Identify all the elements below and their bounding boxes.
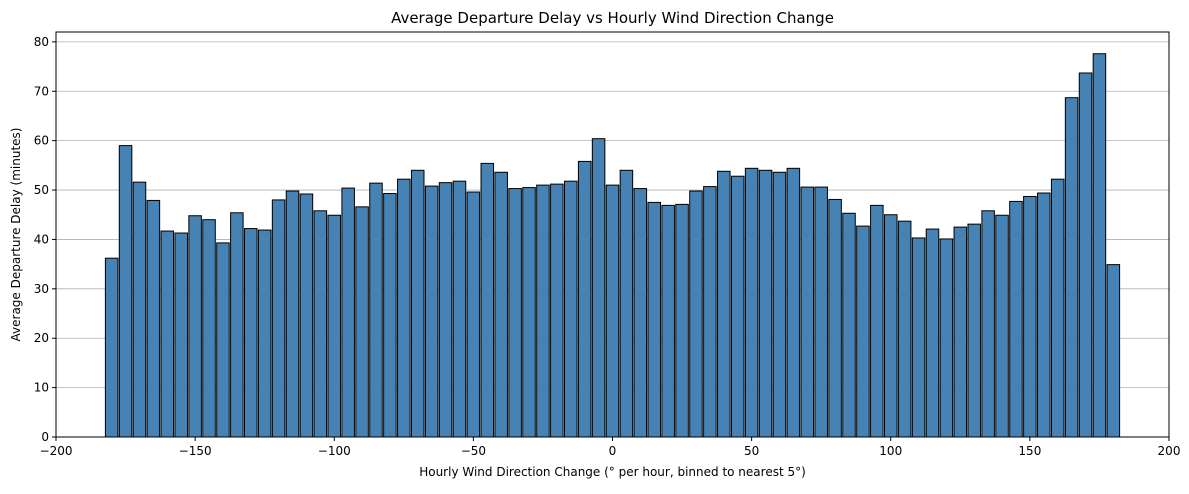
bar: [564, 180, 578, 438]
bar: [369, 182, 383, 438]
bar: [744, 167, 759, 438]
bar: [438, 182, 453, 438]
y-tick-label: 10: [34, 381, 49, 395]
bar: [633, 188, 648, 438]
bars: [104, 53, 1121, 438]
bar: [452, 180, 467, 438]
y-axis-label: Average Departure Delay (minutes): [9, 128, 23, 342]
bar: [814, 186, 828, 438]
bar: [494, 171, 508, 438]
bar: [758, 169, 773, 438]
y-axis-ticks: 0 10 20 30 40 50 60 70 80: [34, 35, 56, 444]
bar: [1050, 178, 1065, 438]
bar: [188, 215, 202, 438]
bar: [925, 228, 940, 438]
bar: [967, 223, 981, 438]
bar: [174, 232, 188, 438]
y-tick-label: 50: [34, 183, 49, 197]
bar: [522, 187, 536, 438]
bar: [536, 184, 550, 438]
bar: [953, 226, 968, 438]
bar: [883, 214, 898, 438]
bar: [355, 206, 369, 438]
bar: [675, 203, 689, 438]
bar: [772, 171, 787, 438]
bar: [132, 181, 147, 438]
bar: [118, 145, 133, 438]
x-tick-label: −50: [461, 444, 486, 458]
x-tick-label: −100: [318, 444, 351, 458]
bar: [230, 212, 244, 438]
bar: [313, 210, 328, 438]
bar: [383, 193, 397, 438]
bar: [856, 225, 870, 438]
bar: [995, 214, 1009, 438]
bar: [703, 186, 717, 438]
bar: [480, 162, 495, 438]
y-tick-label: 60: [34, 134, 49, 148]
bar: [271, 199, 286, 438]
bar: [730, 175, 745, 438]
bar: [897, 220, 912, 438]
bar: [257, 229, 272, 438]
bar: [327, 214, 342, 438]
x-tick-label: 200: [1158, 444, 1181, 458]
bar: [341, 187, 355, 438]
bar: [800, 186, 815, 438]
y-tick-label: 30: [34, 282, 49, 296]
x-axis-label: Hourly Wind Direction Change (° per hour…: [419, 465, 806, 479]
chart-title: Average Departure Delay vs Hourly Wind D…: [391, 9, 834, 27]
bar: [424, 185, 439, 438]
bar: [146, 199, 161, 438]
bar: [619, 169, 634, 438]
bar: [981, 210, 995, 438]
x-tick-label: −200: [40, 444, 73, 458]
x-axis-ticks: −200 −150 −100 −50 0 50 100 150 200: [40, 437, 1181, 458]
bar: [410, 169, 425, 438]
bar: [689, 190, 703, 438]
bar: [508, 188, 522, 438]
bar: [1078, 72, 1093, 438]
bar: [911, 237, 926, 438]
x-tick-label: 150: [1018, 444, 1041, 458]
bar: [828, 198, 842, 438]
y-tick-label: 0: [41, 430, 49, 444]
bar: [1009, 200, 1023, 438]
bar: [216, 242, 230, 438]
bar: [1092, 53, 1107, 438]
bar: [1064, 97, 1079, 438]
bar: [842, 212, 856, 438]
bar: [661, 204, 675, 438]
x-tick-label: 100: [879, 444, 902, 458]
bar: [160, 230, 175, 438]
y-tick-label: 40: [34, 232, 49, 246]
bar: [466, 191, 481, 438]
bar: [397, 178, 411, 438]
bar: [104, 257, 119, 438]
bar: [550, 183, 564, 438]
bar: [299, 193, 314, 438]
x-tick-label: −150: [179, 444, 212, 458]
y-tick-label: 70: [34, 84, 49, 98]
bar: [1023, 195, 1037, 438]
bar: [202, 219, 216, 438]
bar: [577, 160, 592, 438]
bar: [591, 138, 606, 438]
y-tick-label: 80: [34, 35, 49, 49]
bar: [786, 167, 801, 438]
x-tick-label: 50: [744, 444, 759, 458]
x-tick-label: 0: [609, 444, 617, 458]
bar: [647, 201, 661, 438]
bar: [1106, 264, 1121, 438]
bar: [870, 204, 884, 438]
y-tick-label: 20: [34, 331, 49, 345]
bar: [717, 170, 731, 438]
bar: [1037, 192, 1051, 438]
bar: [244, 228, 258, 438]
bar: [939, 238, 954, 438]
bar: [285, 190, 300, 438]
bar: [605, 184, 620, 438]
